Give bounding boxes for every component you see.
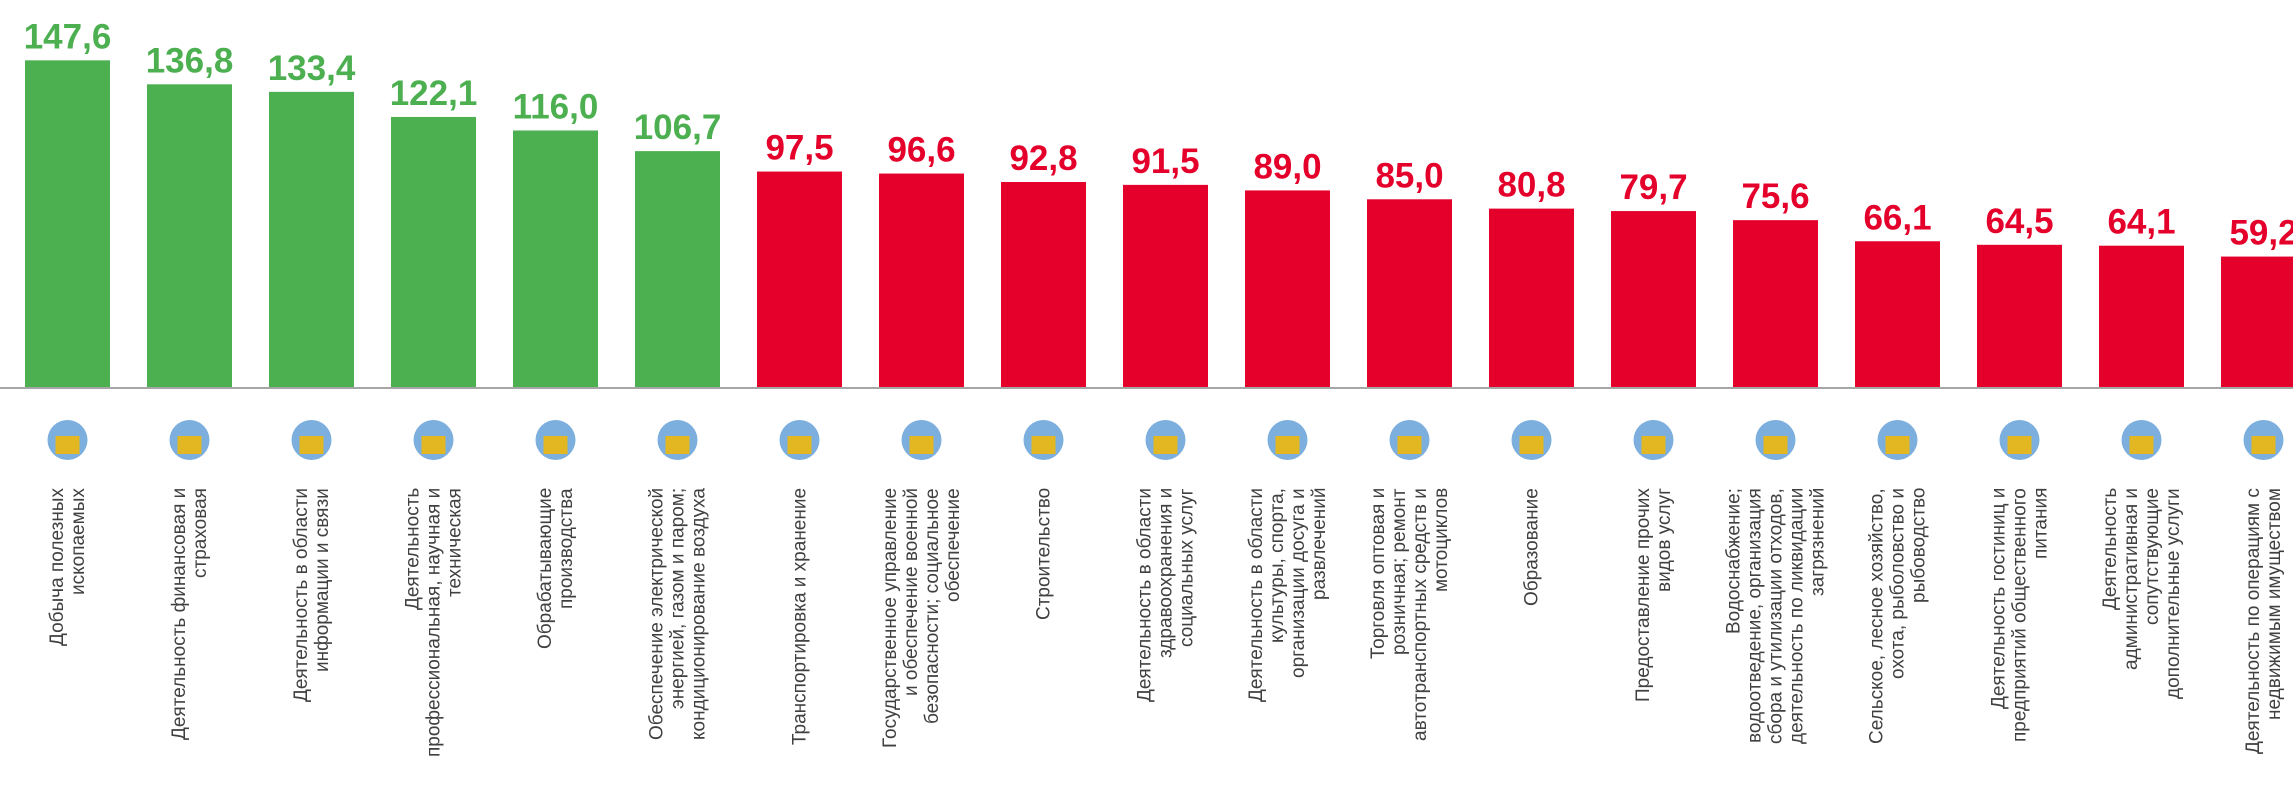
icon	[780, 420, 820, 460]
icon	[1024, 420, 1064, 460]
bar	[1611, 211, 1696, 388]
category-label: Деятельность финансовая и страховая	[169, 488, 211, 788]
icon-part	[1154, 436, 1178, 454]
bar	[2221, 257, 2293, 388]
icon-part	[666, 436, 690, 454]
icon-part	[1520, 436, 1544, 454]
bar	[391, 117, 476, 388]
value-label: 133,4	[268, 49, 356, 88]
icon-part	[1642, 436, 1666, 454]
value-label: 79,7	[1619, 168, 1687, 207]
value-label: 97,5	[765, 129, 833, 168]
icon	[1756, 420, 1796, 460]
icon	[1512, 420, 1552, 460]
value-label: 64,1	[2107, 203, 2175, 242]
category-label: Предоставление прочих видов услуг	[1633, 488, 1675, 788]
category-label: Деятельность в области культуры, спорта,…	[1246, 488, 1330, 788]
category-label: Добыча полезных ископаемых	[47, 488, 89, 788]
icon	[2000, 420, 2040, 460]
bar	[1001, 182, 1086, 388]
bar	[513, 130, 598, 388]
bar	[1123, 185, 1208, 388]
bar	[757, 172, 842, 388]
icon-part	[178, 436, 202, 454]
icon	[536, 420, 576, 460]
bar	[1733, 220, 1818, 388]
icon	[170, 420, 210, 460]
icon	[1634, 420, 1674, 460]
category-label: Строительство	[1033, 488, 1054, 788]
value-label: 66,1	[1863, 198, 1931, 237]
category-label: Деятельность в области здравоохранения и…	[1134, 488, 1197, 788]
category-label: Деятельность по операциям с недвижимым и…	[2243, 488, 2285, 788]
bar	[635, 151, 720, 388]
icon-part	[2130, 436, 2154, 454]
category-label: Образование	[1521, 488, 1542, 788]
icon-part	[2252, 436, 2276, 454]
category-label: Деятельность гостиниц и предприятий обще…	[1988, 488, 2051, 788]
value-label: 147,6	[24, 17, 112, 56]
icon-part	[1276, 436, 1300, 454]
value-label: 136,8	[146, 41, 234, 80]
value-label: 122,1	[390, 74, 478, 113]
bar	[1855, 241, 1940, 388]
category-label: Торговля оптовая и розничная; ремонт авт…	[1368, 488, 1452, 788]
bar	[1367, 199, 1452, 388]
category-label: Деятельность административная и сопутств…	[2100, 488, 2184, 788]
bar	[25, 60, 110, 388]
value-label: 59,2	[2229, 214, 2293, 253]
value-label: 89,0	[1253, 147, 1321, 186]
value-label: 91,5	[1131, 142, 1199, 181]
value-label: 64,5	[1985, 202, 2053, 241]
icon	[292, 420, 332, 460]
category-label: Водоснабжение; водоотведение, организаци…	[1723, 488, 1828, 788]
icon	[658, 420, 698, 460]
icon-part	[56, 436, 80, 454]
category-label: Государственное управление и обеспечение…	[880, 488, 964, 788]
category-label: Деятельность профессиональная, научная и…	[402, 488, 465, 788]
value-label: 80,8	[1497, 166, 1565, 205]
bar	[2099, 246, 2184, 388]
icon	[414, 420, 454, 460]
category-label: Деятельность в области информации и связ…	[291, 488, 333, 788]
category-label: Обеспечение электрической энергией, газо…	[646, 488, 709, 788]
icon	[2122, 420, 2162, 460]
icon-part	[788, 436, 812, 454]
icon	[48, 420, 88, 460]
bar	[269, 92, 354, 388]
bar	[147, 84, 232, 388]
icon	[1268, 420, 1308, 460]
value-label: 116,0	[513, 87, 599, 126]
value-label: 75,6	[1741, 177, 1809, 216]
category-label: Обрабатывающие производства	[535, 488, 577, 788]
icon-part	[1032, 436, 1056, 454]
icon-part	[910, 436, 934, 454]
value-label: 85,0	[1375, 156, 1443, 195]
bar	[1245, 190, 1330, 388]
icon-part	[544, 436, 568, 454]
bar	[1977, 245, 2062, 388]
bar	[879, 174, 964, 388]
icon	[1146, 420, 1186, 460]
value-label: 106,7	[634, 108, 722, 147]
icon-part	[300, 436, 324, 454]
icon	[1390, 420, 1430, 460]
category-label: Сельское, лесное хозяйство, охота, рыбол…	[1866, 488, 1929, 788]
value-label: 96,6	[887, 131, 955, 170]
bar	[1489, 209, 1574, 388]
page: 147,6 136,8 133,4 122,1 116,0 106,7 97,5 96,6 92…	[0, 0, 2293, 796]
icon	[1878, 420, 1918, 460]
icon	[902, 420, 942, 460]
category-label: Транспортировка и хранение	[789, 488, 810, 788]
value-label: 92,8	[1009, 139, 1077, 178]
icon-part	[1398, 436, 1422, 454]
icon-part	[422, 436, 446, 454]
icon-part	[1886, 436, 1910, 454]
icon-part	[2008, 436, 2032, 454]
icon-part	[1764, 436, 1788, 454]
icon	[2244, 420, 2284, 460]
